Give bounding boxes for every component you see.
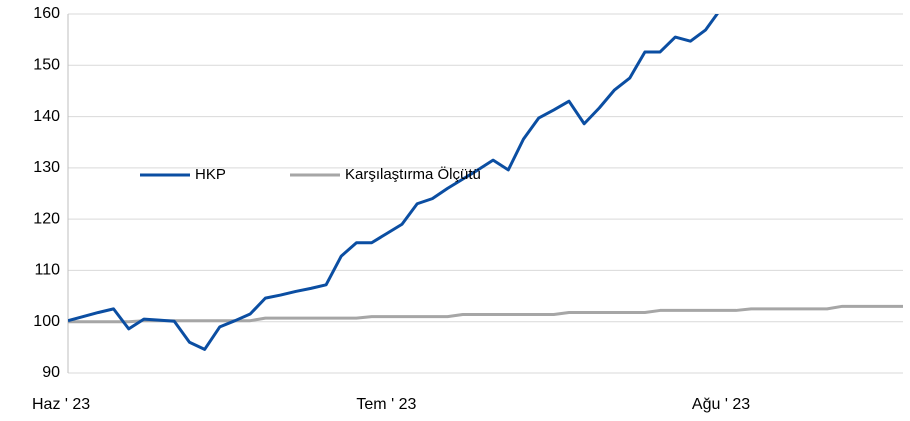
legend-label: HKP <box>195 166 226 183</box>
line-series <box>68 14 719 351</box>
x-tick-label: Ağu ' 23 <box>692 396 750 413</box>
y-tick-label: 150 <box>33 57 60 74</box>
y-tick-label: 160 <box>33 5 60 22</box>
line-series <box>68 304 903 324</box>
y-tick-label: 110 <box>34 262 60 279</box>
y-tick-label: 130 <box>33 159 60 176</box>
y-tick-label: 100 <box>33 313 60 330</box>
plot-area <box>68 14 903 351</box>
y-tick-label: 140 <box>33 108 60 125</box>
y-tick-label: 90 <box>42 364 60 381</box>
y-tick-label: 120 <box>33 210 60 227</box>
x-tick-label: Haz ' 23 <box>32 396 90 413</box>
x-tick-label: Tem ' 23 <box>356 396 416 413</box>
legend-label: Karşılaştırma Ölçütü <box>345 165 481 183</box>
